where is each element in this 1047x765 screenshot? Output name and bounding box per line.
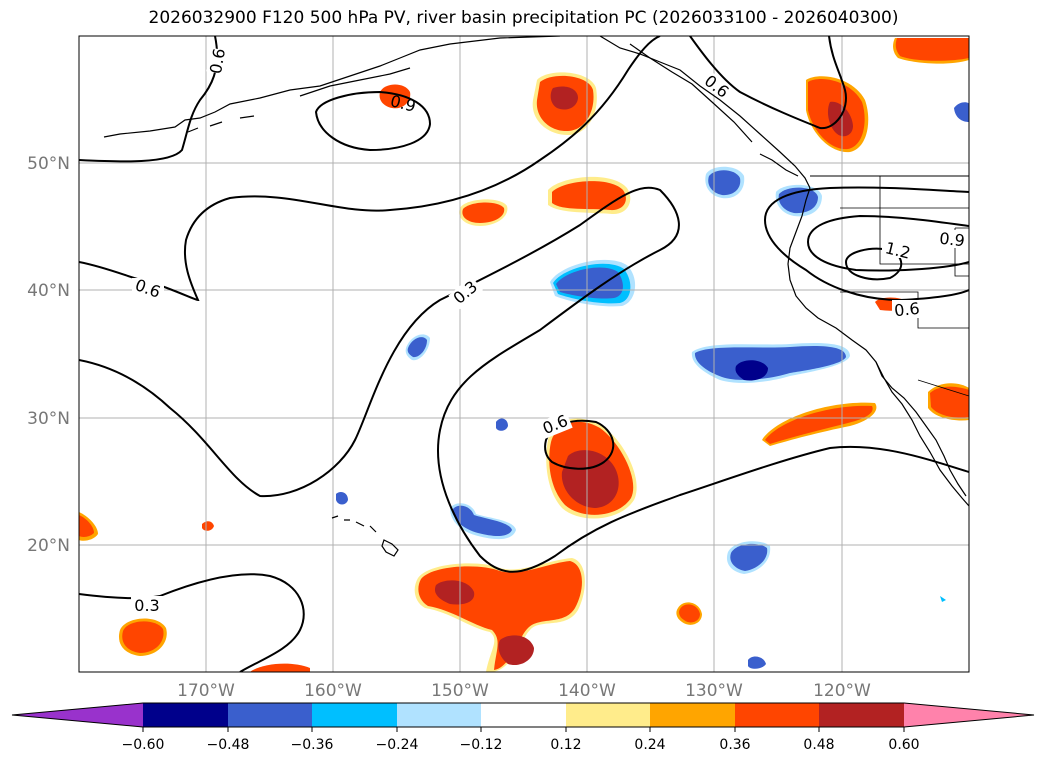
map-title: 2026032900 F120 500 hPa PV, river basin … xyxy=(148,8,899,28)
x-tick-labels: 170°W 160°W 150°W 140°W 130°W 120°W xyxy=(177,681,871,701)
colorbar-segment xyxy=(481,703,566,727)
colorbar-tick-label: −0.60 xyxy=(122,737,165,753)
colorbar-tick-label: −0.48 xyxy=(207,737,250,753)
y-tick-label: 40°N xyxy=(27,281,70,301)
y-tick-label: 20°N xyxy=(27,536,70,556)
x-tick-label: 150°W xyxy=(431,681,489,701)
colorbar-tick-label: 0.48 xyxy=(803,737,834,753)
colorbar-segment xyxy=(819,703,904,727)
x-tick-label: 140°W xyxy=(558,681,616,701)
pv-contours xyxy=(79,36,969,672)
x-tick-label: 120°W xyxy=(813,681,871,701)
colorbar-segment xyxy=(735,703,819,727)
colorbar-tick-label: −0.36 xyxy=(291,737,334,753)
colorbar-extend-low xyxy=(12,703,143,727)
contour-label: 0.9 xyxy=(938,229,965,251)
contour-label: 0.6 xyxy=(206,47,229,75)
colorbar-segment xyxy=(143,703,228,727)
colorbar: −0.60 −0.48 −0.36 −0.24 −0.12 0.12 0.24 … xyxy=(11,702,1035,753)
negative-anomaly-blobs xyxy=(336,102,969,669)
y-tick-label: 30°N xyxy=(27,409,70,429)
y-tick-labels: 20°N 30°N 40°N 50°N xyxy=(27,154,70,556)
colorbar-tick-label: 0.24 xyxy=(634,737,665,753)
colorbar-segment xyxy=(566,703,650,727)
colorbar-segment xyxy=(397,703,481,727)
y-tick-label: 50°N xyxy=(27,154,70,174)
colorbar-tick-label: −0.12 xyxy=(460,737,503,753)
x-tick-label: 170°W xyxy=(177,681,235,701)
colorbar-tick-label: 0.60 xyxy=(888,737,919,753)
contour-label: 0.3 xyxy=(134,596,159,615)
colorbar-extend-high xyxy=(904,703,1034,727)
contour-label: 0.6 xyxy=(893,299,920,321)
gridlines xyxy=(79,36,969,672)
colorbar-tick-label: −0.24 xyxy=(376,737,419,753)
colorbar-segment xyxy=(312,703,397,727)
colorbar-segment xyxy=(228,703,312,727)
x-tick-label: 160°W xyxy=(304,681,362,701)
colorbar-segment xyxy=(650,703,735,727)
colorbar-tick-label: 0.36 xyxy=(719,737,750,753)
colorbar-tick-label: 0.12 xyxy=(550,737,581,753)
x-tick-label: 130°W xyxy=(685,681,743,701)
map-border xyxy=(78,35,970,673)
